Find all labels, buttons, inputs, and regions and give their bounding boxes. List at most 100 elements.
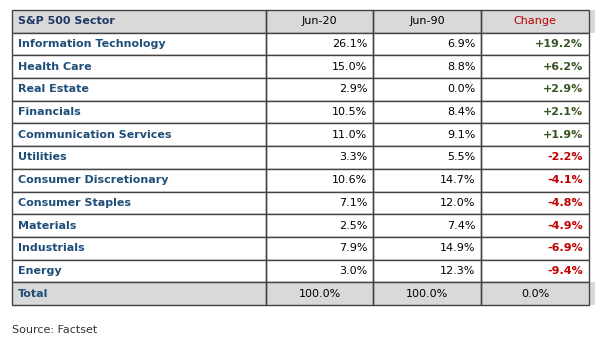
Text: +2.1%: +2.1%: [543, 107, 583, 117]
Bar: [481, 10, 589, 33]
Text: 100.0%: 100.0%: [299, 289, 341, 299]
Bar: [266, 146, 373, 169]
Bar: [481, 282, 589, 305]
Text: -4.9%: -4.9%: [548, 221, 583, 230]
Bar: [481, 169, 589, 192]
Bar: [481, 237, 589, 260]
Bar: [12, 101, 595, 123]
Bar: [481, 146, 589, 169]
Text: Real Estate: Real Estate: [18, 84, 89, 94]
Bar: [481, 78, 589, 101]
Text: 0.0%: 0.0%: [521, 289, 549, 299]
Bar: [12, 146, 266, 169]
Text: Consumer Discretionary: Consumer Discretionary: [18, 175, 169, 185]
Bar: [266, 237, 373, 260]
Bar: [12, 123, 266, 146]
Bar: [266, 282, 373, 305]
Bar: [12, 10, 595, 33]
Text: Financials: Financials: [18, 107, 81, 117]
Bar: [373, 282, 481, 305]
Bar: [373, 55, 481, 78]
Bar: [373, 192, 481, 214]
Text: 11.0%: 11.0%: [332, 130, 367, 140]
Text: 5.5%: 5.5%: [447, 152, 475, 162]
Text: +6.2%: +6.2%: [543, 62, 583, 72]
Text: Utilities: Utilities: [18, 152, 67, 162]
Bar: [12, 237, 266, 260]
Bar: [373, 33, 481, 55]
Text: 10.6%: 10.6%: [332, 175, 367, 185]
Text: 14.7%: 14.7%: [440, 175, 475, 185]
Text: +19.2%: +19.2%: [535, 39, 583, 49]
Bar: [373, 10, 481, 33]
Bar: [373, 101, 481, 123]
Bar: [12, 192, 595, 214]
Text: 0.0%: 0.0%: [447, 84, 475, 94]
Text: 2.5%: 2.5%: [339, 221, 367, 230]
Bar: [266, 123, 373, 146]
Text: 3.3%: 3.3%: [339, 152, 367, 162]
Bar: [12, 10, 266, 33]
Bar: [12, 260, 595, 282]
Text: Source: Factset: Source: Factset: [12, 325, 97, 335]
Bar: [12, 169, 595, 192]
Text: -2.2%: -2.2%: [548, 152, 583, 162]
Bar: [373, 214, 481, 237]
Bar: [373, 260, 481, 282]
Bar: [373, 169, 481, 192]
Bar: [266, 214, 373, 237]
Bar: [266, 55, 373, 78]
Bar: [12, 146, 595, 169]
Bar: [266, 169, 373, 192]
Bar: [12, 123, 595, 146]
Text: -9.4%: -9.4%: [548, 266, 583, 276]
Bar: [12, 214, 595, 237]
Text: 8.4%: 8.4%: [447, 107, 475, 117]
Text: 9.1%: 9.1%: [447, 130, 475, 140]
Text: 12.0%: 12.0%: [440, 198, 475, 208]
Text: Change: Change: [514, 17, 557, 26]
Bar: [12, 33, 595, 55]
Text: Materials: Materials: [18, 221, 76, 230]
Bar: [12, 55, 266, 78]
Text: 3.0%: 3.0%: [339, 266, 367, 276]
Bar: [12, 282, 266, 305]
Text: +1.9%: +1.9%: [543, 130, 583, 140]
Bar: [373, 123, 481, 146]
Bar: [12, 237, 595, 260]
Bar: [481, 101, 589, 123]
Bar: [373, 146, 481, 169]
Bar: [12, 33, 266, 55]
Text: 10.5%: 10.5%: [332, 107, 367, 117]
Text: Communication Services: Communication Services: [18, 130, 172, 140]
Text: 15.0%: 15.0%: [332, 62, 367, 72]
Bar: [481, 192, 589, 214]
Text: 2.9%: 2.9%: [339, 84, 367, 94]
Bar: [373, 237, 481, 260]
Text: Jun-90: Jun-90: [410, 17, 445, 26]
Text: Jun-20: Jun-20: [302, 17, 337, 26]
Bar: [266, 10, 373, 33]
Bar: [266, 260, 373, 282]
Bar: [481, 214, 589, 237]
Text: Information Technology: Information Technology: [18, 39, 166, 49]
Text: S&P 500 Sector: S&P 500 Sector: [18, 17, 115, 26]
Bar: [266, 78, 373, 101]
Text: 26.1%: 26.1%: [332, 39, 367, 49]
Text: -4.8%: -4.8%: [548, 198, 583, 208]
Bar: [12, 192, 266, 214]
Bar: [481, 55, 589, 78]
Bar: [12, 214, 266, 237]
Bar: [481, 123, 589, 146]
Text: Consumer Staples: Consumer Staples: [18, 198, 131, 208]
Text: Health Care: Health Care: [18, 62, 92, 72]
Text: 7.4%: 7.4%: [447, 221, 475, 230]
Text: 6.9%: 6.9%: [447, 39, 475, 49]
Text: 12.3%: 12.3%: [440, 266, 475, 276]
Text: 100.0%: 100.0%: [406, 289, 449, 299]
Text: 14.9%: 14.9%: [440, 243, 475, 253]
Text: Industrials: Industrials: [18, 243, 84, 253]
Text: -6.9%: -6.9%: [548, 243, 583, 253]
Bar: [373, 78, 481, 101]
Bar: [266, 101, 373, 123]
